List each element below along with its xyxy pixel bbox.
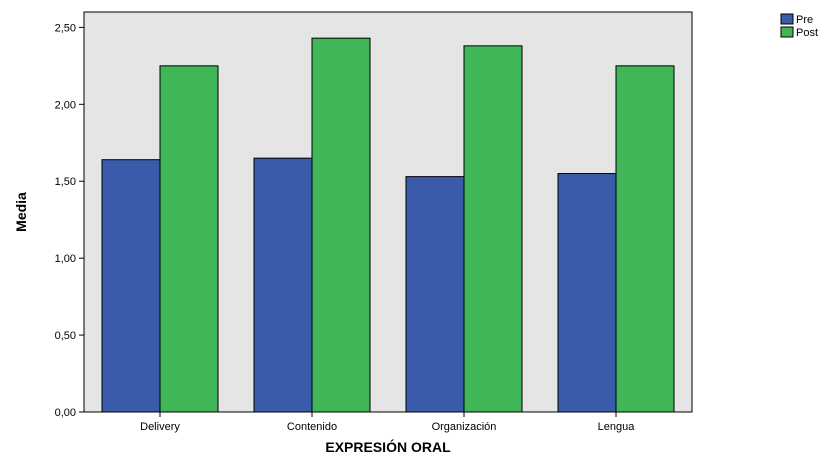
y-tick-label: 2,50 xyxy=(55,22,76,34)
y-tick-label: 2,00 xyxy=(55,99,76,111)
legend-swatch-pre xyxy=(780,13,794,25)
legend-label-pre: Pre xyxy=(796,14,813,26)
y-tick-label: 0,50 xyxy=(55,330,76,342)
y-tick-label: 1,50 xyxy=(55,176,76,188)
x-axis-title: EXPRESIÓN ORAL xyxy=(325,438,451,455)
bar-pre-3 xyxy=(557,173,617,413)
y-tick-label: 0,00 xyxy=(55,407,76,419)
bar-post-2 xyxy=(463,45,523,413)
x-axis: Delivery Contenido Organización Lengua xyxy=(140,412,635,433)
bar-post-1 xyxy=(311,37,371,413)
legend-label-post: Post xyxy=(796,27,818,39)
bar-post-0 xyxy=(159,65,219,413)
x-tick-label: Organización xyxy=(432,421,497,433)
bar-pre-2 xyxy=(405,176,465,413)
y-tick-label: 1,00 xyxy=(55,253,76,265)
y-axis: 0,00 0,50 1,00 1,50 2,00 2,50 xyxy=(55,22,84,419)
legend-swatch-post xyxy=(780,26,794,38)
x-tick-label: Delivery xyxy=(140,421,180,433)
bar-post-3 xyxy=(615,65,675,413)
x-tick-label: Contenido xyxy=(287,421,337,433)
bar-pre-0 xyxy=(101,159,161,413)
x-tick-label: Lengua xyxy=(598,421,636,433)
bar-pre-1 xyxy=(253,157,313,413)
y-axis-title: Media xyxy=(13,192,29,232)
bars xyxy=(101,37,675,413)
